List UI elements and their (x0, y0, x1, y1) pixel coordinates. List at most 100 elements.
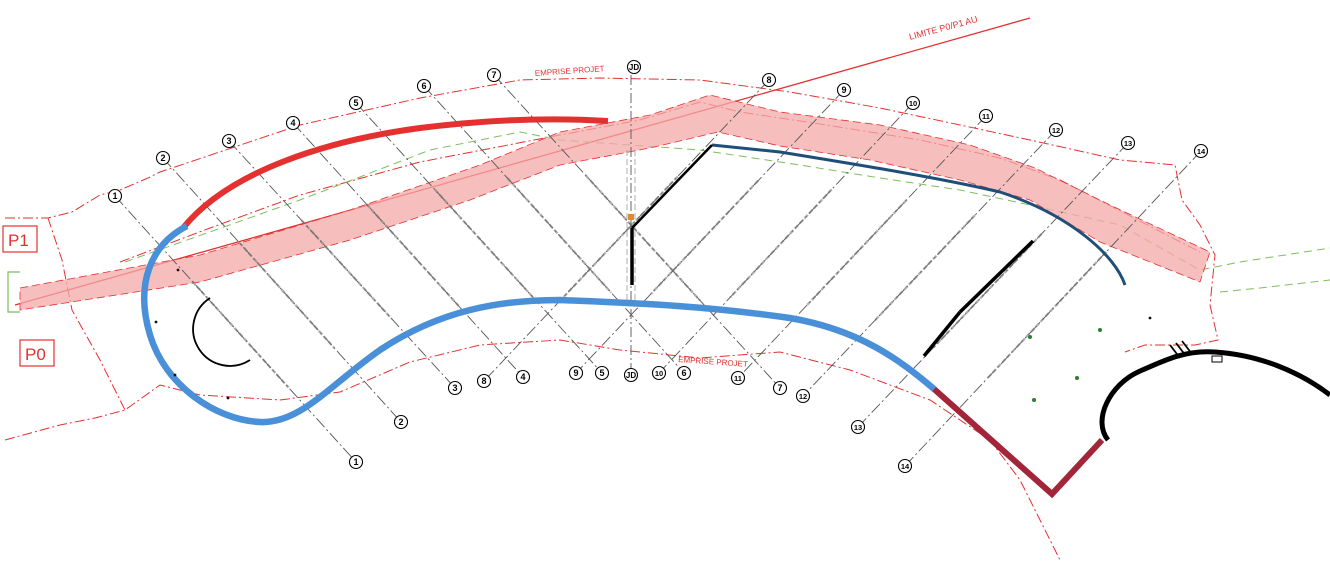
section-detail-10 (729, 188, 833, 299)
section-label-14-top: 14 (1197, 147, 1206, 156)
green-edge-marker (7, 271, 20, 313)
section-9: 99 (568, 82, 852, 381)
section-bubble-10-top: 10 (905, 95, 921, 111)
building-outline (1099, 349, 1330, 442)
section-label-2-top: 2 (160, 153, 165, 163)
section-label-7-bottom: 7 (777, 383, 782, 393)
black-walls (630, 144, 1035, 358)
section-bubble-14-bottom: 14 (897, 458, 913, 474)
section-detail-13 (932, 233, 1043, 349)
section-bubble-9-top: 9 (836, 82, 852, 98)
section-bubble-4-top: 4 (285, 115, 301, 131)
section-bubble-12-top: 12 (1048, 122, 1064, 138)
section-label-11-top: 11 (982, 112, 990, 121)
navy-curved-wall (711, 143, 1127, 286)
section-label-5-bottom: 5 (599, 368, 604, 378)
section-detail-11 (806, 199, 908, 306)
section-bubble-8-top: 8 (761, 72, 777, 88)
section-2: 22 (155, 150, 409, 430)
section-bubble-1-top: 1 (107, 188, 123, 204)
red-band (19, 94, 1211, 311)
section-label-11-bottom: 11 (734, 374, 742, 383)
emprise-label-bottom: EMPRISE PROJET (678, 355, 748, 369)
limit-label: LIMITE P0/P1 AU (908, 14, 979, 42)
section-label-3-bottom: 3 (452, 383, 457, 393)
section-label-3-top: 3 (226, 136, 231, 146)
section-label-12-top: 12 (1052, 126, 1060, 135)
zone-p1-label: P1 (8, 231, 29, 250)
section-bubble-6-bottom: 6 (676, 365, 692, 381)
section-detail-12 (873, 214, 976, 323)
section-bubble-5-top: 5 (348, 95, 364, 111)
green-line-top (124, 131, 1330, 271)
section-3: 33 (221, 133, 463, 396)
section-detail-9 (650, 179, 760, 295)
black-semicircle (192, 297, 251, 367)
section-label-9-top: 9 (841, 85, 846, 95)
joint-top-bubble: JD (626, 59, 642, 75)
section-label-1-top: 1 (112, 191, 117, 201)
section-detail-1 (191, 280, 290, 389)
section-bubble-8-bottom: 8 (476, 373, 492, 389)
section-bubble-14-top: 14 (1193, 143, 1209, 159)
black-wall-diagonal (631, 144, 713, 229)
red-band-group (19, 94, 1211, 311)
maroon-wall (932, 386, 1105, 499)
section-line-4 (292, 122, 524, 378)
section-10: 10 10 (651, 95, 921, 381)
section-label-10-bottom: 10 (655, 369, 663, 378)
adjacent-building (1099, 340, 1330, 442)
section-bubble-3-bottom: 3 (447, 380, 463, 396)
section-label-14-bottom: 14 (901, 462, 910, 471)
joint-line-group: JD JD (623, 59, 642, 383)
section-bubble-9-bottom: 9 (568, 365, 584, 381)
green-points (1028, 328, 1102, 402)
joint-top-label: JD (629, 63, 639, 72)
section-detail-5 (433, 188, 534, 299)
boundary-bottom (4, 339, 1061, 561)
section-label-5-top: 5 (353, 98, 358, 108)
joint-bottom-bubble: JD (623, 367, 639, 383)
building-door (1211, 355, 1223, 363)
boundary-left (47, 217, 126, 411)
section-6: 66 (416, 78, 692, 381)
green-lines (124, 131, 1330, 293)
section-bubble-13-bottom: 13 (850, 419, 866, 435)
black-segment-2 (922, 310, 962, 358)
section-bubble-12-bottom: 12 (795, 388, 811, 404)
section-label-6-bottom: 6 (681, 368, 686, 378)
section-line-7 (493, 74, 781, 389)
section-detail-3 (300, 219, 393, 320)
section-label-13-bottom: 13 (854, 423, 862, 432)
section-8: 88 (476, 72, 777, 389)
section-line-9 (575, 89, 845, 374)
section-bubble-11-bottom: 11 (730, 370, 746, 386)
section-detail-14 (987, 251, 1108, 379)
section-bubble-5-bottom: 5 (594, 365, 610, 381)
section-bubble-2-top: 2 (155, 150, 171, 166)
section-label-2-bottom: 2 (398, 417, 403, 427)
section-line-2 (162, 157, 402, 423)
section-bubble-10-bottom: 10 (651, 365, 667, 381)
section-bubble-13-top: 13 (1120, 135, 1136, 151)
section-label-7-top: 7 (491, 70, 496, 80)
site-points (154, 268, 1152, 400)
joint-bottom-label: JD (626, 371, 636, 380)
section-bubble-2-bottom: 2 (393, 414, 409, 430)
black-segment-1 (958, 239, 1035, 314)
zone-p1: P1 (2, 225, 38, 253)
red-curved-wall (180, 116, 609, 230)
section-5: 55 (348, 95, 610, 381)
boundary-top (5, 77, 1219, 353)
emprise-label-top: EMPRISE PROJET (535, 64, 605, 78)
section-bubble-1-bottom: 1 (348, 454, 364, 470)
section-detail-4 (365, 203, 460, 307)
section-bubble-3-top: 3 (221, 133, 237, 149)
section-label-6-top: 6 (421, 81, 426, 91)
section-label-13-top: 13 (1124, 139, 1132, 148)
section-11: 11 11 (730, 108, 994, 386)
joint-orange-marker (628, 214, 634, 220)
section-bubble-4-bottom: 4 (515, 369, 531, 385)
